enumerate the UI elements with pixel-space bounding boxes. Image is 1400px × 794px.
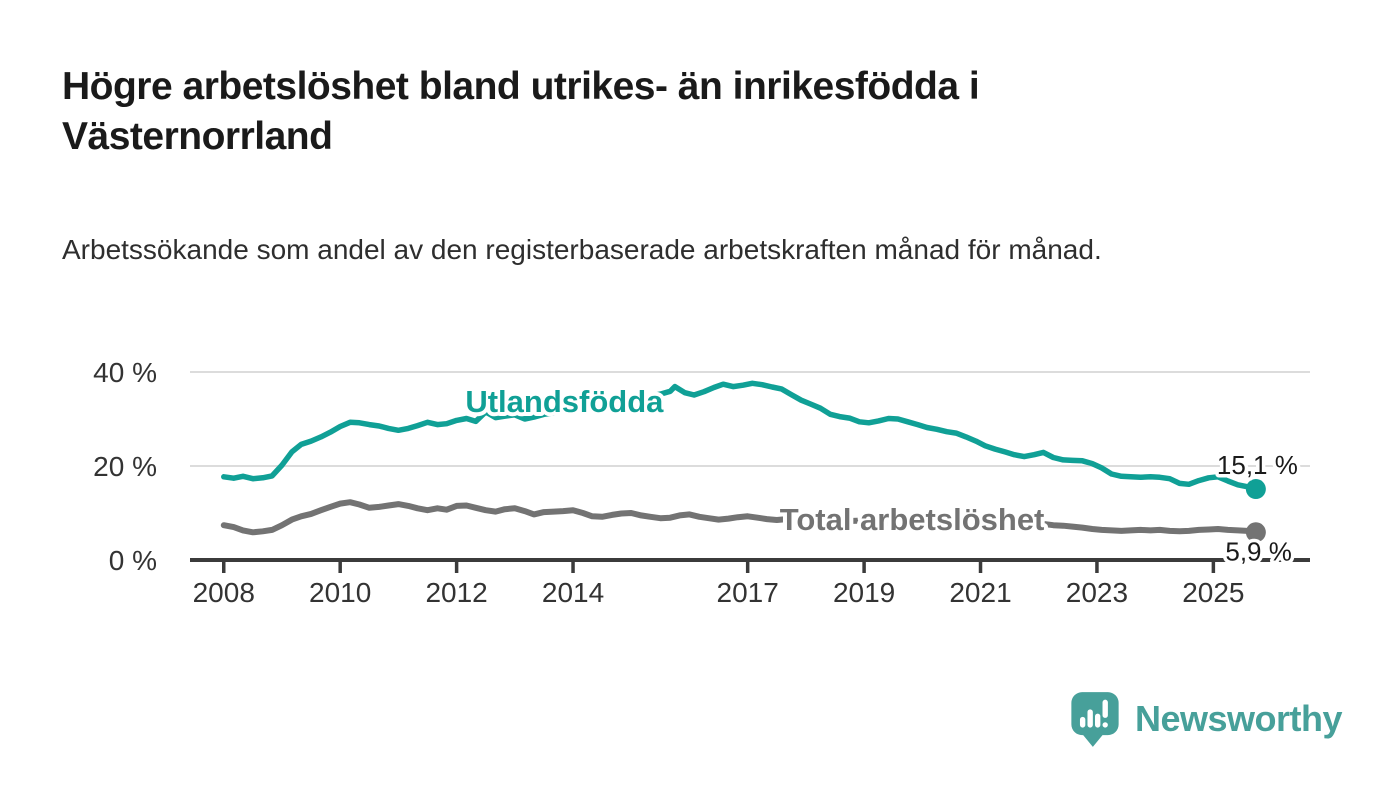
- x-tick-label: 2023: [1066, 577, 1128, 608]
- series-end-label-0: 5,9 %: [1225, 536, 1292, 566]
- x-tick-label: 2012: [425, 577, 487, 608]
- series-end-dot-0: [1245, 522, 1266, 543]
- series-end-dot-1: [1245, 479, 1266, 500]
- logo-exclamation-dot: [1102, 722, 1108, 728]
- series-line-1: [221, 380, 1259, 492]
- y-tick-label: 20 %: [93, 451, 157, 482]
- x-tick-label: 2014: [542, 577, 604, 608]
- logo-bar-2: [1087, 709, 1093, 728]
- series-label-1: Utlandsfödda: [465, 384, 664, 419]
- x-tick-label: 2019: [833, 577, 895, 608]
- logo-bar-1: [1079, 716, 1086, 728]
- logo-exclamation-bar: [1102, 699, 1108, 718]
- speech-bubble-bar-chart-icon: [1071, 692, 1119, 747]
- series-end-label-1: 15,1 %: [1217, 450, 1298, 480]
- x-tick-label: 2008: [193, 577, 255, 608]
- brand-name: Newsworthy: [1134, 698, 1343, 739]
- series-label-0: Total arbetslöshet: [780, 502, 1045, 537]
- chart-subtitle: Arbetssökande som andel av den registerb…: [62, 234, 1102, 265]
- x-tick-label: 2021: [949, 577, 1011, 608]
- x-tick-label: 2010: [309, 577, 371, 608]
- x-tick-label: 2017: [717, 577, 779, 608]
- x-tick-label: 2025: [1182, 577, 1244, 608]
- logo-bar-3: [1094, 713, 1101, 728]
- y-tick-label: 0 %: [109, 545, 157, 576]
- series-line-0: [220, 499, 1259, 536]
- brand-footer: Newsworthy: [1069, 690, 1343, 748]
- y-tick-label: 40 %: [93, 357, 157, 388]
- page-title: Högre arbetslöshet bland utrikes- än inr…: [62, 65, 980, 158]
